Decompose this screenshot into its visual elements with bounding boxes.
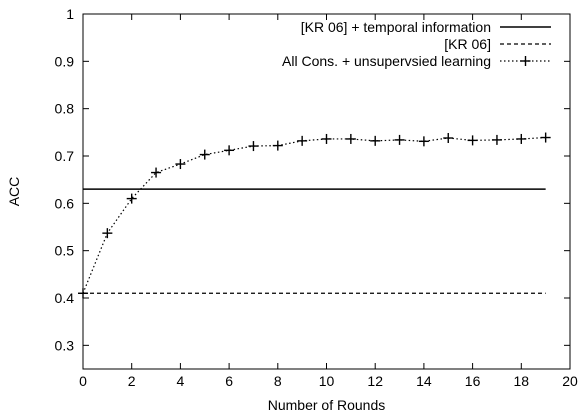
x-tick-label: 0 (79, 373, 87, 389)
legend: [KR 06] + temporal information[KR 06]All… (282, 19, 551, 69)
legend-label: All Cons. + unsupervsied learning (282, 53, 491, 69)
data-point-marker (443, 133, 454, 144)
x-tick-label: 12 (367, 373, 383, 389)
y-tick-label: 0.5 (55, 243, 75, 259)
data-point-marker (491, 134, 502, 145)
data-point-marker (151, 167, 162, 178)
data-point-marker (175, 159, 186, 170)
x-tick-label: 14 (416, 373, 432, 389)
y-tick-label: 0.9 (55, 53, 75, 69)
y-tick-label: 1 (66, 6, 74, 22)
data-point-marker (540, 132, 551, 143)
data-point-marker (321, 133, 332, 144)
y-tick-label: 0.6 (55, 195, 75, 211)
y-tick-label: 0.7 (55, 148, 75, 164)
data-point-marker (102, 228, 113, 239)
x-tick-label: 2 (128, 373, 136, 389)
axis-ticks: 0 2 4 6 8 10 12 14 16 18 20 0.3 0.4 0.5 0.6 0.7 0.8 0.9 1 (55, 6, 578, 389)
data-point-marker (345, 133, 356, 144)
data-point-marker (224, 145, 235, 156)
x-tick-label: 18 (514, 373, 530, 389)
data-point-marker (418, 136, 429, 147)
data-point-marker (78, 288, 88, 299)
legend-entry: [KR 06] + temporal information (301, 19, 551, 35)
x-tick-label: 8 (274, 373, 282, 389)
y-tick-label: 0.8 (55, 101, 75, 117)
data-point-marker (516, 133, 527, 144)
data-point-marker (467, 135, 478, 146)
y-axis-title: ACC (6, 177, 22, 207)
x-tick-label: 10 (319, 373, 335, 389)
legend-label: [KR 06] + temporal information (301, 19, 491, 35)
legend-label: [KR 06] (444, 36, 491, 52)
x-tick-label: 20 (562, 373, 578, 389)
data-point-marker (272, 140, 283, 151)
legend-entry: All Cons. + unsupervsied learning (282, 53, 551, 69)
series-3 (78, 132, 551, 299)
x-tick-label: 16 (465, 373, 481, 389)
x-axis-title: Number of Rounds (268, 397, 386, 413)
data-point-marker (126, 193, 137, 204)
y-tick-label: 0.4 (55, 290, 75, 306)
data-point-marker (248, 141, 259, 152)
x-tick-label: 4 (177, 373, 185, 389)
series-layer (78, 132, 551, 299)
data-point-marker (297, 135, 308, 146)
data-point-marker (199, 149, 210, 160)
data-point-marker (394, 134, 405, 145)
legend-entry: [KR 06] (444, 36, 551, 52)
series-line (82, 136, 546, 294)
data-point-marker (370, 135, 381, 146)
y-tick-label: 0.3 (55, 337, 75, 353)
x-tick-label: 6 (225, 373, 233, 389)
data-point-marker (520, 56, 531, 66)
